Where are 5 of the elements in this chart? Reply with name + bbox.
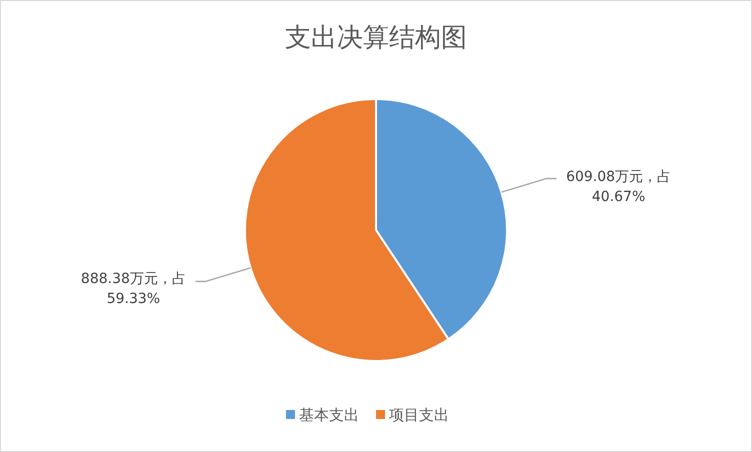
legend-label: 基本支出 [299, 406, 359, 424]
legend-label: 项目支出 [389, 406, 449, 424]
data-label: 888.38万元，占59.33% [80, 270, 187, 310]
data-label: 609.08万元，占40.67% [565, 168, 672, 207]
chart-title: 支出决算结构图 [285, 23, 467, 53]
